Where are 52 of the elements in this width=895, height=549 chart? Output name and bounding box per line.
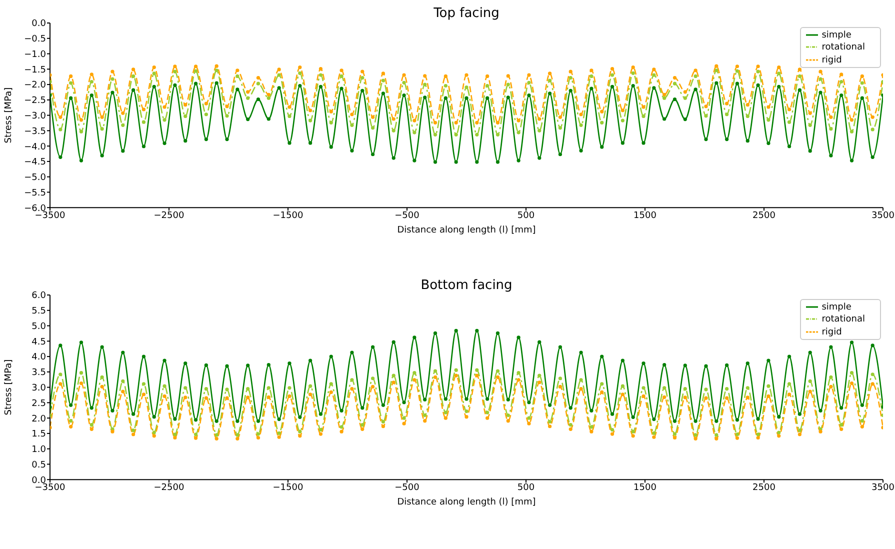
y-tick-label: 3.0 (32, 383, 46, 394)
y-tick-label: 4.5 (32, 337, 46, 348)
y-tick-label: 5.5 (32, 306, 46, 317)
y-tick-label: −5.0 (24, 173, 46, 184)
x-tick-label: 500 (517, 210, 535, 221)
x-tick-label: −2500 (154, 482, 184, 493)
x-tick-label: 3500 (872, 482, 895, 493)
y-tick-label: 0.5 (32, 460, 46, 470)
legend-label: rotational (822, 314, 865, 325)
x-tick-label: 500 (517, 482, 535, 493)
y-tick-label: −0.5 (24, 34, 46, 45)
x-tick-label: 1500 (634, 210, 657, 221)
x-tick-label: 1500 (634, 482, 657, 493)
y-tick-label: −2.5 (24, 96, 46, 106)
chart-title: Top facing (432, 6, 500, 21)
legend-label: rigid (822, 327, 842, 338)
y-tick-label: −4.0 (24, 142, 46, 152)
x-tick-label: 3500 (872, 210, 895, 221)
x-tick-label: −3500 (34, 482, 66, 493)
x-tick-label: 2500 (752, 210, 776, 221)
y-tick-label: 1.0 (32, 445, 46, 456)
y-tick-label: 4.0 (32, 352, 46, 363)
y-tick-label: −4.5 (24, 158, 46, 168)
x-tick-label: −1500 (272, 482, 304, 493)
legend-label: simple (822, 302, 852, 312)
legend-label: rigid (822, 55, 842, 66)
y-tick-label: −3.5 (24, 126, 46, 137)
x-axis-title: Distance along length (l) [mm] (397, 498, 536, 508)
y-tick-label: −1.5 (24, 65, 46, 76)
y-tick-label: 6.0 (32, 291, 46, 302)
x-tick-label: −2500 (154, 210, 184, 221)
y-tick-label: −3.0 (24, 111, 46, 122)
x-tick-label: −3500 (34, 210, 66, 221)
x-tick-label: −1500 (272, 210, 304, 221)
y-tick-label: 2.0 (32, 414, 46, 424)
y-tick-label: 1.5 (32, 430, 46, 440)
x-axis-title: Distance along length (l) [mm] (397, 226, 536, 236)
x-tick-label: −500 (394, 210, 420, 221)
legend-label: rotational (822, 42, 865, 53)
y-tick-label: −2.0 (24, 80, 46, 91)
y-tick-label: 2.5 (32, 398, 46, 409)
chart-title: Bottom facing (420, 278, 514, 293)
legend-label: simple (822, 30, 852, 40)
y-tick-label: 5.0 (32, 322, 46, 332)
x-tick-label: 2500 (752, 482, 776, 493)
x-tick-label: −500 (394, 482, 420, 493)
y-tick-label: −5.5 (24, 188, 46, 198)
y-tick-label: 3.5 (32, 368, 46, 378)
y-tick-label: 0.0 (32, 19, 46, 30)
y-axis-title: Stress [MPa] (4, 87, 14, 144)
y-axis-title: Stress [MPa] (4, 359, 14, 416)
y-tick-label: −1.0 (24, 50, 46, 60)
